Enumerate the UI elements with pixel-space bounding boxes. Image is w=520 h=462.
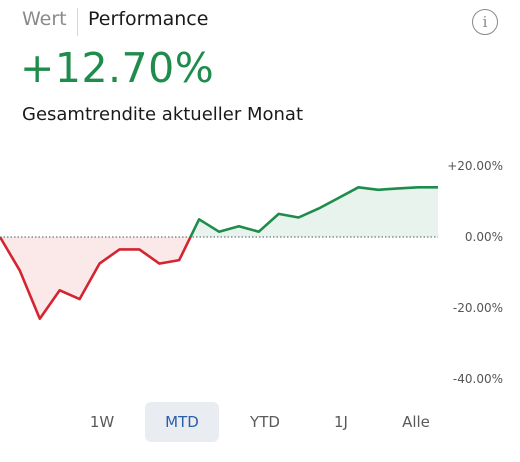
y-tick-label: 0.00%	[465, 230, 503, 244]
total-return-caption: Gesamtrendite aktueller Monat	[22, 104, 304, 125]
header: Wert Performance i	[0, 0, 520, 44]
tab-performance[interactable]: Performance	[88, 8, 209, 30]
info-icon[interactable]: i	[472, 9, 498, 35]
positive-area	[0, 187, 438, 237]
y-tick-label: +20.00%	[447, 159, 503, 173]
performance-chart: +20.00% 0.00% -20.00% -40.00%	[0, 159, 503, 386]
period-selector: 1W MTD YTD 1J Alle	[0, 402, 520, 442]
negative-area	[0, 237, 438, 319]
total-return-value: +12.70%	[20, 44, 215, 92]
negative-line	[0, 237, 192, 320]
tab-wert[interactable]: Wert	[22, 8, 67, 30]
period-1j[interactable]: 1J	[334, 413, 348, 431]
period-alle[interactable]: Alle	[402, 413, 430, 431]
info-glyph: i	[482, 12, 488, 31]
period-1w[interactable]: 1W	[89, 413, 115, 431]
period-mtd[interactable]: MTD	[145, 402, 219, 442]
y-tick-label: -40.00%	[453, 372, 503, 386]
period-ytd[interactable]: YTD	[250, 413, 280, 431]
tab-divider	[77, 8, 78, 36]
y-tick-label: -20.00%	[453, 301, 503, 315]
positive-line	[0, 186, 438, 237]
